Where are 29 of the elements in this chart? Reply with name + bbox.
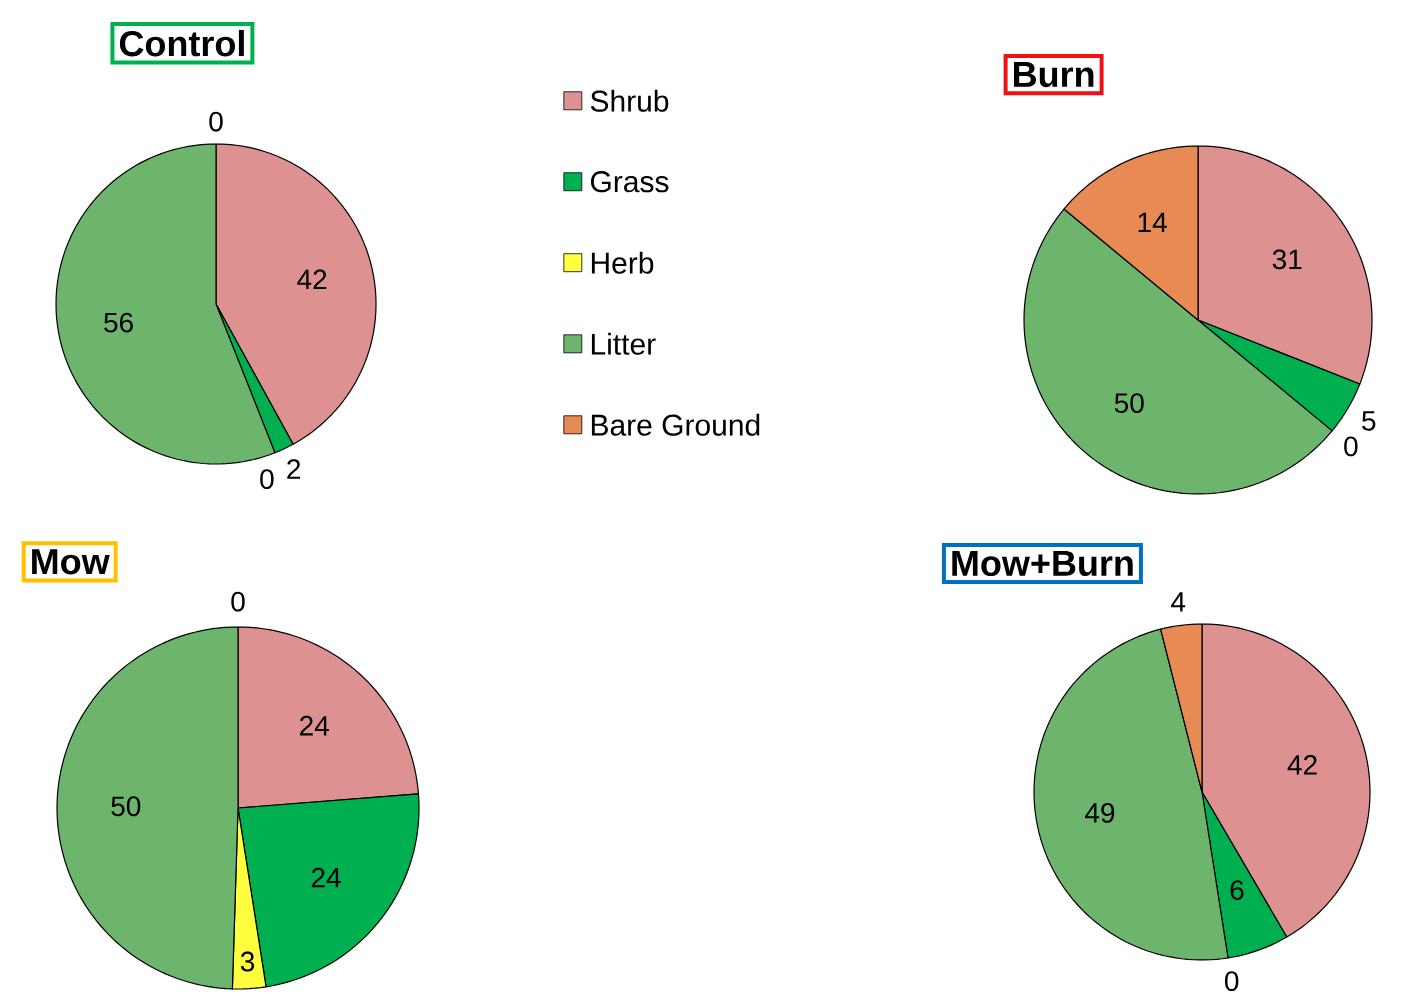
text: 0	[1224, 971, 1239, 992]
data-label: 5	[1362, 411, 1376, 431]
data-label: 4	[1171, 592, 1186, 612]
legend-label: Litter	[591, 332, 656, 355]
legend-label: Shrub	[590, 89, 669, 112]
legend-label: Herb	[591, 251, 654, 274]
chart-title: Burn	[1014, 62, 1094, 88]
data-label: 56	[104, 312, 133, 333]
data-label: 24	[311, 867, 341, 888]
chart-title: Mow	[32, 549, 110, 575]
legend-label: Bare Ground	[591, 413, 760, 436]
data-label: 24	[300, 715, 329, 736]
data-label: 31	[1272, 249, 1302, 270]
data-label: 42	[297, 269, 327, 290]
text: 0	[209, 111, 223, 132]
data-label: 42	[1287, 754, 1317, 775]
chart-title: Control	[119, 29, 244, 57]
data-label: 49	[1085, 802, 1115, 823]
data-label: 2	[287, 459, 301, 479]
chart-title: Mow+Burn	[952, 550, 1133, 577]
data-label: 14	[1138, 212, 1167, 232]
text: 0	[260, 469, 274, 490]
data-label: 6	[1230, 880, 1244, 901]
data-label: 50	[111, 796, 141, 817]
text: 0	[1344, 436, 1358, 457]
data-label: 3	[240, 951, 255, 972]
legend-label: Grass	[590, 171, 669, 193]
text: 0	[231, 591, 245, 612]
data-label: 50	[1114, 393, 1144, 414]
